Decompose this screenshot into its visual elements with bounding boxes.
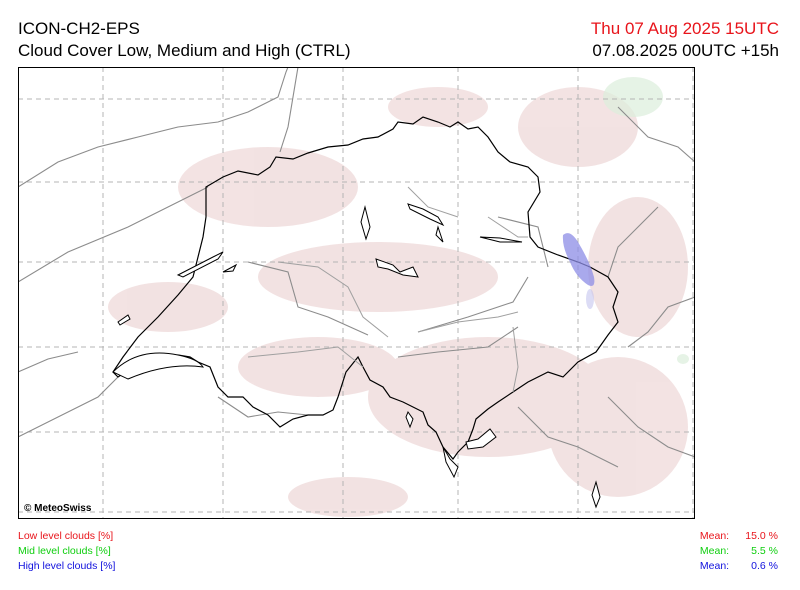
high-cloud-patch — [562, 233, 595, 286]
foreign-borders — [18, 67, 695, 468]
mean-mid-label: Mean: — [699, 545, 730, 557]
swiss-border — [112, 116, 619, 460]
mean-high: Mean: 0.6 % — [700, 560, 778, 572]
product-title: Cloud Cover Low, Medium and High (CTRL) — [18, 41, 351, 60]
canton-borders — [247, 186, 528, 393]
mean-low-label: Mean: — [699, 530, 730, 542]
low-cloud-field — [108, 87, 688, 517]
mean-low: Mean: 15.0 % — [700, 530, 778, 542]
credit-label: © MeteoSwiss — [24, 503, 92, 514]
mean-high-value: 0.6 % — [751, 560, 778, 572]
mean-mid: Mean: 5.5 % — [700, 545, 778, 557]
legend-mid-label: Mid level clouds [%] — [18, 545, 111, 557]
legend-low-label: Low level clouds [%] — [18, 530, 114, 542]
valid-time: Thu 07 Aug 2025 15UTC — [590, 19, 779, 38]
cloud-cover-map — [18, 67, 695, 519]
lakes — [112, 203, 601, 509]
legend-high-label: High level clouds [%] — [18, 560, 116, 572]
run-time: 07.08.2025 00UTC +15h — [592, 41, 779, 60]
model-title: ICON-CH2-EPS — [18, 19, 140, 38]
mean-mid-value: 5.5 % — [751, 545, 778, 557]
mean-low-value: 15.0 % — [745, 530, 778, 542]
mean-high-label: Mean: — [699, 560, 730, 572]
